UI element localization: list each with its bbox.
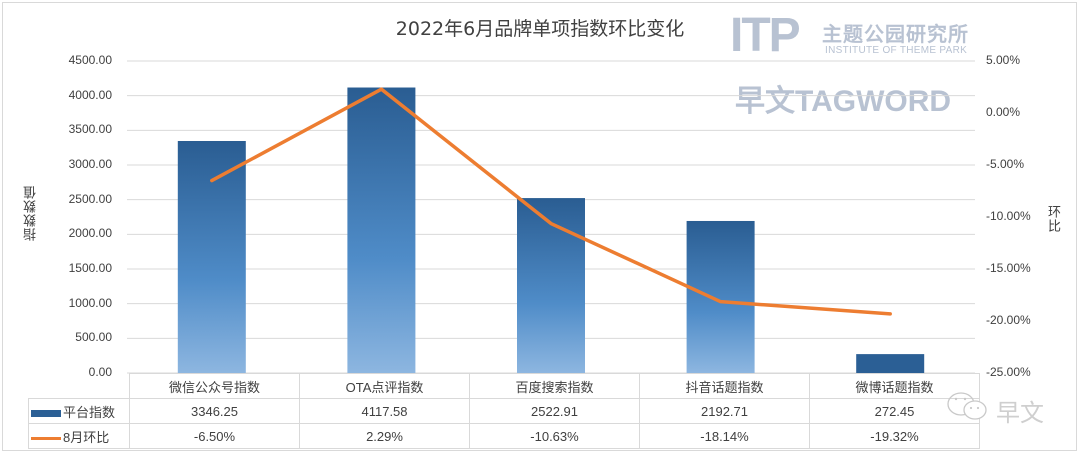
- legend-label: 平台指数: [63, 404, 116, 420]
- y2-tick-label: 0.00%: [986, 105, 1021, 119]
- y-tick-label: 1000.00: [68, 295, 112, 310]
- y-tick-label: 3500.00: [68, 122, 112, 137]
- bar: [177, 140, 246, 373]
- y-tick-label: 1500.00: [68, 261, 112, 275]
- chart-title: 2022年6月品牌单项指数环比变化: [395, 18, 685, 40]
- legend-item-line: 8月环比: [28, 423, 130, 449]
- y2-tick-label: 5.00%: [986, 53, 1021, 67]
- bar: [517, 198, 585, 373]
- category-label: 抖音话题指数: [639, 373, 810, 399]
- line-series: [210, 87, 892, 316]
- line-path: [210, 87, 892, 316]
- y2-tick-label: -20.00%: [986, 313, 1031, 327]
- y2-tick-label: -15.00%: [986, 261, 1031, 275]
- category-label: 微博话题指数: [809, 373, 980, 399]
- bar: [347, 87, 416, 373]
- itp-en-watermark: INSTITUTE OF THEME PARK: [825, 45, 968, 56]
- legend-line-swatch: [31, 436, 61, 440]
- table-cell: 2.29%: [299, 423, 470, 449]
- wechat-account-label: 早文: [996, 399, 1044, 427]
- bar: [686, 220, 755, 373]
- y2-tick-label: -10.00%: [986, 209, 1031, 223]
- bar-series: [177, 87, 925, 373]
- category-label: 微信公众号指数: [129, 373, 300, 399]
- table-cell: -6.50%: [129, 423, 300, 449]
- legend-bar-swatch: [31, 409, 61, 417]
- itp-logo-watermark: ITP: [730, 9, 801, 62]
- category-label: 百度搜索指数: [469, 373, 640, 399]
- table-header-row: 微信公众号指数 OTA点评指数 百度搜索指数 抖音话题指数 微博话题指数: [28, 373, 980, 399]
- bar: [856, 354, 925, 373]
- table-row-bar-series: 平台指数 3346.25 4117.58 2522.91 2192.71 272…: [28, 398, 980, 424]
- y2-tick-label: -25.00%: [986, 365, 1031, 379]
- table-cell: -10.63%: [469, 423, 640, 449]
- legend-label: 8月环比: [63, 429, 110, 445]
- itp-cn-watermark: 主题公园研究所: [822, 24, 969, 46]
- table-cell: -19.32%: [809, 423, 980, 449]
- table-cell: 3346.25: [129, 398, 300, 424]
- y-tick-label: 2500.00: [68, 191, 112, 206]
- y-tick-label: 2000.00: [68, 226, 112, 241]
- table-corner: [28, 373, 130, 399]
- table-cell: 2522.91: [469, 398, 640, 424]
- y2-tick-label: -5.00%: [986, 157, 1025, 171]
- category-label: OTA点评指数: [299, 373, 470, 399]
- table-row-line-series: 8月环比 -6.50% 2.29% -10.63% -18.14% -19.32…: [28, 423, 980, 449]
- data-table: 微信公众号指数 OTA点评指数 百度搜索指数 抖音话题指数 微博话题指数 平台指…: [28, 373, 980, 449]
- y-tick-label: 500.00: [75, 330, 112, 345]
- y-tick-label: 4500.00: [68, 53, 112, 67]
- wechat-icon: [945, 390, 993, 432]
- tagword-watermark: 早文TAGWORD: [735, 85, 952, 118]
- table-cell: 4117.58: [299, 398, 470, 424]
- legend-item-bar: 平台指数: [28, 398, 130, 424]
- y-axis-right-label: 环比: [1045, 205, 1060, 233]
- y-tick-label: 3000.00: [68, 157, 112, 171]
- table-cell: -18.14%: [639, 423, 810, 449]
- y-tick-label: 4000.00: [68, 87, 112, 102]
- table-cell: 2192.71: [639, 398, 810, 424]
